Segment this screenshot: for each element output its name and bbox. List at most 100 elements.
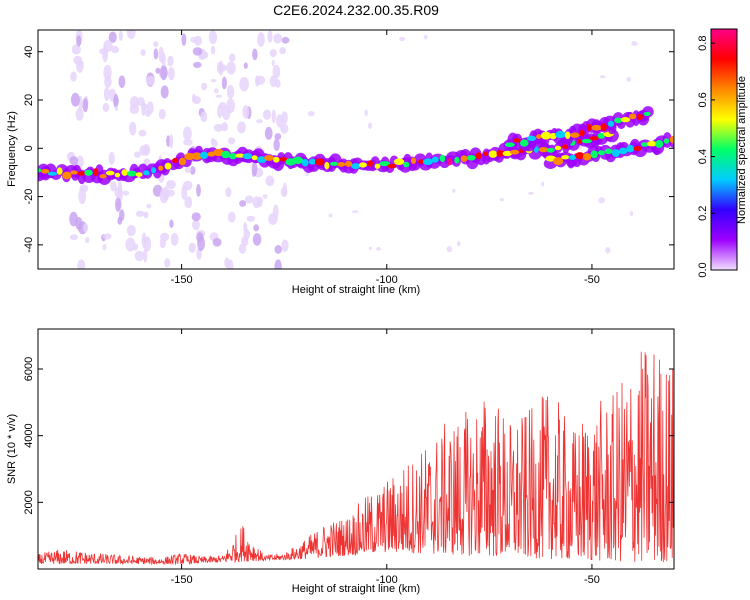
trace-core: [607, 120, 615, 127]
noise-speckle: [139, 145, 149, 156]
noise-speckle: [328, 213, 333, 218]
spectrogram-ticks: -150 -100 -50 -40 -20 0 20 40: [23, 30, 674, 286]
noise-speckle: [605, 247, 611, 254]
trace-core: [199, 151, 209, 159]
noise-speckle: [70, 71, 77, 82]
noise-speckle: [153, 41, 159, 48]
noise-speckle: [184, 167, 192, 173]
noise-speckle: [103, 64, 112, 81]
spectrogram-marks: [38, 30, 674, 269]
trace-core: [590, 150, 598, 159]
snr-series-line: [38, 351, 674, 566]
noise-speckle: [108, 31, 117, 43]
y-tick-label: 40: [23, 46, 35, 58]
trace-core: [646, 141, 658, 147]
trace-core: [460, 155, 468, 162]
noise-speckle: [281, 111, 288, 125]
noise-speckle: [146, 203, 152, 209]
noise-speckle: [271, 109, 276, 124]
trace-core: [614, 117, 623, 124]
noise-speckle: [192, 96, 201, 105]
noise-speckle: [84, 237, 90, 244]
x-tick-label: -100: [376, 574, 398, 586]
noise-speckle: [181, 33, 187, 46]
trace-core: [114, 172, 121, 178]
noise-speckle: [227, 137, 236, 145]
trace-core: [579, 129, 585, 137]
noise-speckle: [99, 48, 108, 55]
noise-speckle: [138, 129, 147, 137]
trace-core: [454, 156, 460, 164]
noise-speckle: [133, 243, 139, 251]
noise-speckle: [237, 121, 246, 134]
noise-speckle: [226, 61, 236, 75]
noise-speckle: [528, 191, 534, 195]
snr-marks: [38, 351, 674, 566]
noise-speckle: [146, 75, 155, 86]
trace-core: [213, 148, 224, 157]
noise-speckle: [167, 66, 175, 81]
trace-core: [143, 170, 150, 176]
noise-speckle: [280, 123, 289, 134]
noise-speckle: [368, 246, 372, 250]
noise-speckle: [184, 196, 193, 209]
noise-speckle: [239, 200, 247, 207]
trace-core: [379, 161, 391, 167]
noise-speckle: [216, 61, 222, 74]
trace-core: [540, 131, 552, 140]
noise-speckle: [221, 76, 227, 90]
noise-speckle: [631, 41, 638, 46]
noise-speckle: [446, 245, 452, 253]
x-tick-label: -50: [584, 574, 600, 586]
snr-panel: -150 -100 -50 2000 4000 6000 Height of straig…: [6, 328, 675, 595]
noise-speckle: [256, 119, 263, 124]
trace-core: [629, 113, 637, 120]
trace-core: [655, 140, 664, 148]
trace-core: [626, 144, 635, 153]
y-tick-label: -40: [23, 237, 35, 253]
trace-core: [475, 152, 482, 160]
noise-speckle: [76, 155, 84, 169]
noise-speckle: [368, 122, 373, 130]
trace-core: [191, 152, 203, 160]
trace-core: [264, 154, 275, 161]
x-tick-label: -100: [376, 274, 398, 286]
spectrogram-frame: [37, 29, 675, 270]
trace-core: [279, 157, 288, 162]
noise-speckle: [140, 49, 146, 56]
trace-core: [526, 135, 537, 142]
noise-speckle: [262, 109, 272, 120]
noise-speckle: [193, 61, 202, 69]
trace-core: [568, 155, 577, 161]
noise-speckle: [262, 194, 268, 199]
trace-core: [324, 161, 330, 170]
noise-speckle: [135, 210, 145, 217]
trace-core: [618, 147, 628, 155]
trace-core: [555, 130, 566, 139]
trace-core: [597, 150, 605, 156]
trace-core: [553, 157, 564, 166]
noise-speckle: [76, 35, 82, 47]
noise-speckle: [281, 239, 289, 252]
colorbar-tick-label: 0.4: [697, 149, 709, 164]
trace-core: [591, 124, 602, 131]
noise-speckle: [82, 98, 89, 113]
noise-speckle: [75, 217, 83, 230]
noise-speckle: [244, 195, 254, 204]
trace-core: [597, 132, 605, 139]
snr-xlabel: Height of straight line (km): [292, 583, 420, 595]
noise-speckle: [227, 211, 236, 223]
noise-speckle: [169, 219, 174, 228]
noise-speckle: [192, 47, 203, 56]
colorbar-bar: [710, 28, 738, 271]
noise-speckle: [253, 224, 260, 232]
noise-speckle: [243, 62, 248, 69]
noise-speckle: [69, 234, 78, 241]
noise-speckle: [110, 181, 117, 192]
noise-speckle: [208, 30, 218, 45]
noise-speckle: [102, 233, 112, 240]
noise-speckle: [499, 198, 504, 202]
noise-speckle: [126, 30, 136, 40]
trace-core: [554, 145, 562, 151]
trace-core: [600, 123, 607, 131]
